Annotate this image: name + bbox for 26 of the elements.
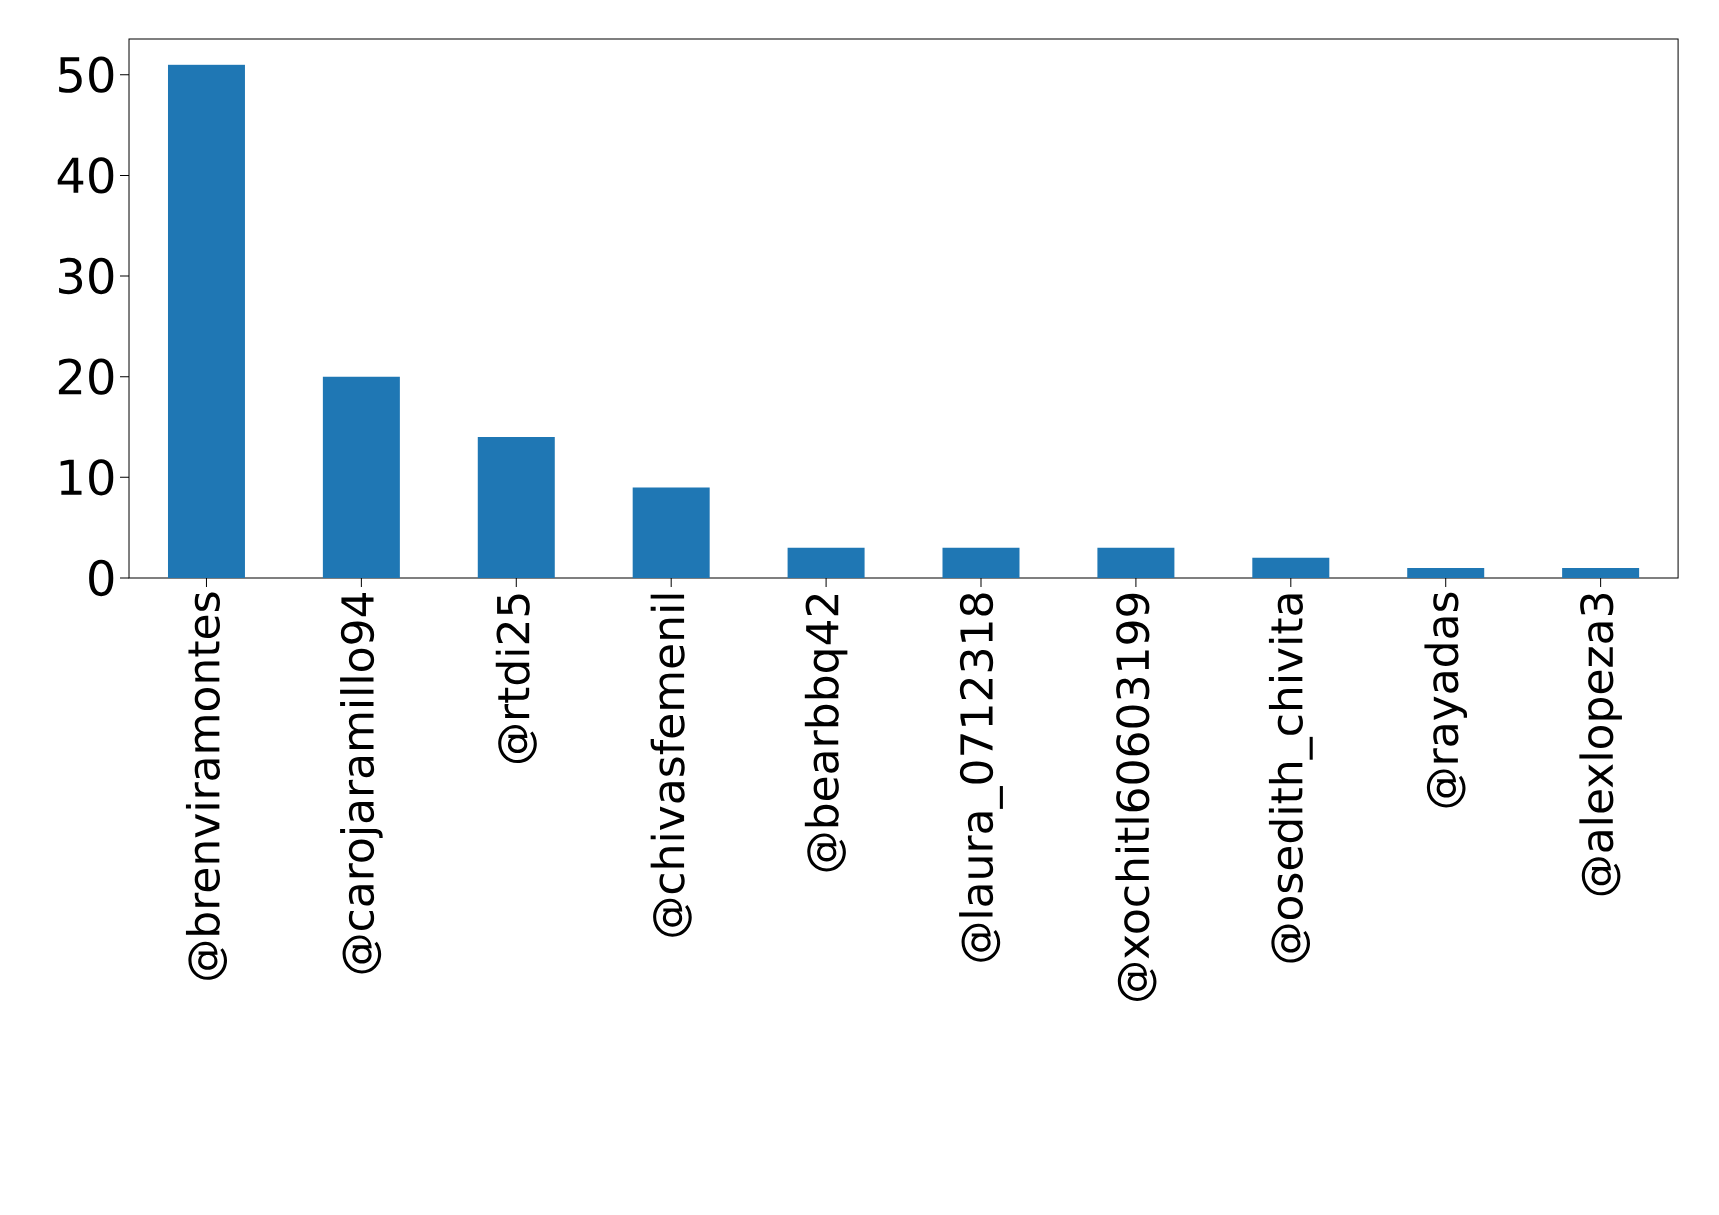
x-tick-label: @brenviramontes xyxy=(185,592,228,980)
x-tick-label: @xochitl60603199 xyxy=(1115,593,1157,1001)
bar xyxy=(322,376,400,578)
x-tick-label: @bearbbq42 xyxy=(804,594,848,872)
x-tick-label: @alexlopeza3 xyxy=(1579,593,1622,896)
y-tick-label: 20 xyxy=(58,358,114,395)
y-tick-label: 40 xyxy=(57,157,114,194)
x-tick-label: @rtdi25 xyxy=(495,594,537,764)
bar xyxy=(632,487,710,578)
bar xyxy=(1097,547,1175,578)
y-tick-label: 30 xyxy=(59,257,114,295)
y-tick-label: 0 xyxy=(89,559,114,597)
bar xyxy=(942,547,1020,578)
y-tick-label: 10 xyxy=(60,459,114,496)
bar xyxy=(1562,567,1640,578)
bar xyxy=(1252,557,1330,578)
bar xyxy=(787,547,865,578)
x-tick-label: @carojaramillo94 xyxy=(340,592,383,974)
x-tick-label: @laura_0712318 xyxy=(959,593,1003,962)
y-tick-label: 50 xyxy=(59,56,114,93)
bar xyxy=(167,64,245,578)
x-tick-label: @rayadas xyxy=(1424,592,1467,808)
x-tick-label: @osedith_chivita xyxy=(1268,594,1313,963)
bar xyxy=(1407,567,1485,578)
bar xyxy=(477,437,555,578)
x-tick-label: @chivasfemenil xyxy=(650,594,692,937)
